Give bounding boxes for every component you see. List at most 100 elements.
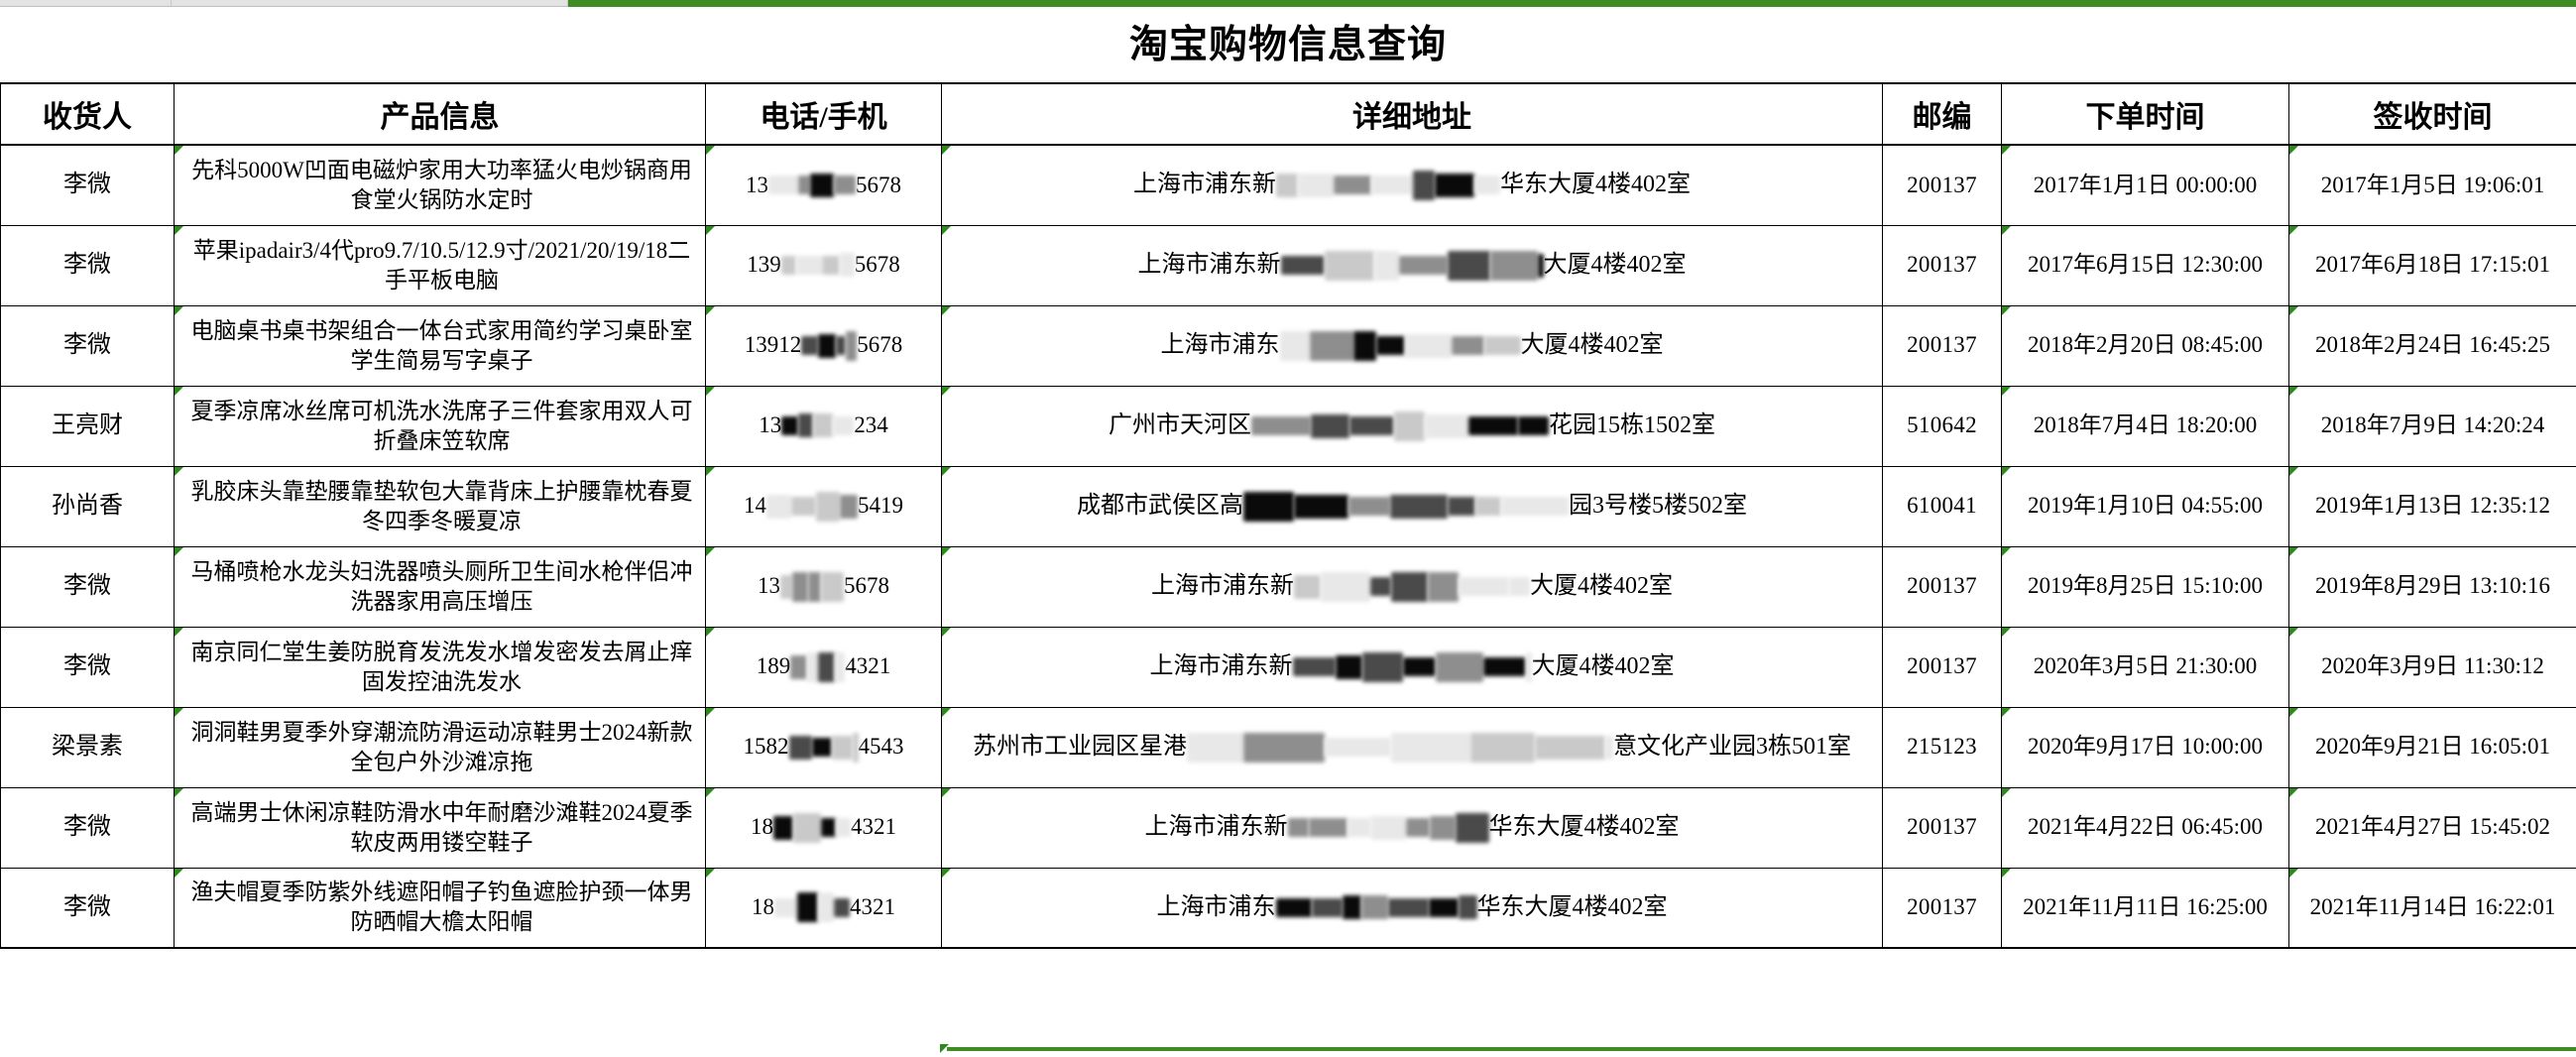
cell-product[interactable]: 洞洞鞋男夏季外穿潮流防滑运动凉鞋男士2024新款全包户外沙滩凉拖 (174, 706, 706, 788)
cell-address[interactable]: 上海市浦东新 大厦4楼402室 (941, 626, 1883, 708)
cell-product[interactable]: 马桶喷枪水龙头妇洗器喷头厕所卫生间水枪伴侣冲洗器家用高压增压 (174, 545, 706, 628)
cell-phone[interactable]: 18 4321 (705, 786, 942, 869)
receipt-time: 2018年2月24日 16:45:25 (2314, 332, 2551, 358)
cell-order-time[interactable]: 2021年4月22日 06:45:00 (2001, 786, 2289, 869)
cell-order-time[interactable]: 2017年1月1日 00:00:00 (2001, 144, 2289, 226)
cell-receipt-time[interactable]: 2017年1月5日 19:06:01 (2288, 144, 2576, 226)
receipt-time: 2020年3月9日 11:30:12 (2321, 653, 2544, 679)
cell-zip[interactable]: 200137 (1882, 786, 2002, 869)
cell-zip[interactable]: 200137 (1882, 224, 2002, 306)
cell-recipient[interactable]: 李微 (0, 626, 175, 708)
cell-order-time[interactable]: 2018年7月4日 18:20:00 (2001, 385, 2289, 467)
cell-address[interactable]: 广州市天河区 花园15栋1502室 (941, 385, 1883, 467)
error-triangle-icon (2002, 547, 2011, 556)
cell-recipient[interactable]: 梁景素 (0, 706, 175, 788)
cell-phone[interactable]: 14 5419 (705, 465, 942, 547)
cell-address[interactable]: 上海市浦东新 大厦4楼402室 (941, 545, 1883, 628)
table-row[interactable]: 李微 苹果ipadair3/4代pro9.7/10.5/12.9寸/2021/20… (0, 224, 2576, 306)
cell-zip[interactable]: 215123 (1882, 706, 2002, 788)
cell-order-time[interactable]: 2019年8月25日 15:10:00 (2001, 545, 2289, 628)
cell-product[interactable]: 渔夫帽夏季防紫外线遮阳帽子钓鱼遮脸护颈一体男防晒帽大檐太阳帽 (174, 867, 706, 949)
cell-order-time[interactable]: 2021年11月11日 16:25:00 (2001, 867, 2289, 949)
cell-receipt-time[interactable]: 2017年6月18日 17:15:01 (2288, 224, 2576, 306)
cell-address[interactable]: 苏州市工业园区星港 意文化产业园3栋501室 (941, 706, 1883, 788)
cell-product[interactable]: 苹果ipadair3/4代pro9.7/10.5/12.9寸/2021/20/1… (174, 224, 706, 306)
cell-zip[interactable]: 200137 (1882, 304, 2002, 387)
cell-product[interactable]: 先科5000W凹面电磁炉家用大功率猛火电炒锅商用食堂火锅防水定时 (174, 144, 706, 226)
header-row: 收货人 产品信息 电话/手机 详细地址 邮编 下单时间 签收时间 (0, 82, 2576, 146)
cell-zip[interactable]: 200137 (1882, 144, 2002, 226)
cell-phone[interactable]: 1582 4543 (705, 706, 942, 788)
cell-receipt-time[interactable]: 2019年1月13日 12:35:12 (2288, 465, 2576, 547)
table-row[interactable]: 李微 马桶喷枪水龙头妇洗器喷头厕所卫生间水枪伴侣冲洗器家用高压增压 13 5678 上海… (0, 545, 2576, 628)
phone-prefix: 1582 (743, 734, 789, 760)
cell-address[interactable]: 上海市浦东 华东大厦4楼402室 (941, 867, 1883, 949)
column-header-order-time[interactable]: 下单时间 (2001, 82, 2289, 146)
error-triangle-icon (2289, 628, 2298, 637)
cell-order-time[interactable]: 2018年2月20日 08:45:00 (2001, 304, 2289, 387)
cell-phone[interactable]: 13 5678 (705, 144, 942, 226)
cell-zip[interactable]: 610041 (1882, 465, 2002, 547)
address-suffix: 华东大厦4楼402室 (1476, 893, 1668, 920)
table-row[interactable]: 梁景素 洞洞鞋男夏季外穿潮流防滑运动凉鞋男士2024新款全包户外沙滩凉拖 1582 4… (0, 706, 2576, 788)
cell-receipt-time[interactable]: 2021年4月27日 15:45:02 (2288, 786, 2576, 869)
cell-receipt-time[interactable]: 2020年9月21日 16:05:01 (2288, 706, 2576, 788)
cell-phone[interactable]: 13912 5678 (705, 304, 942, 387)
cell-order-time[interactable]: 2020年3月5日 21:30:00 (2001, 626, 2289, 708)
phone-prefix: 13 (759, 412, 782, 438)
table-row[interactable]: 李微 南京同仁堂生姜防脱育发洗发水增发密发去屑止痒固发控油洗发水 189 4321 上海… (0, 626, 2576, 708)
cell-receipt-time[interactable]: 2018年7月9日 14:20:24 (2288, 385, 2576, 467)
column-header-receipt-time[interactable]: 签收时间 (2288, 82, 2576, 146)
cell-order-time[interactable]: 2017年6月15日 12:30:00 (2001, 224, 2289, 306)
cell-receipt-time[interactable]: 2020年3月9日 11:30:12 (2288, 626, 2576, 708)
cell-phone[interactable]: 13 5678 (705, 545, 942, 628)
cell-recipient[interactable]: 王亮财 (0, 385, 175, 467)
table-row[interactable]: 李微 渔夫帽夏季防紫外线遮阳帽子钓鱼遮脸护颈一体男防晒帽大檐太阳帽 18 4321 上海… (0, 867, 2576, 949)
cell-zip[interactable]: 200137 (1882, 626, 2002, 708)
table-row[interactable]: 李微 先科5000W凹面电磁炉家用大功率猛火电炒锅商用食堂火锅防水定时 13 5678… (0, 144, 2576, 226)
column-header-product[interactable]: 产品信息 (174, 82, 706, 146)
cell-product[interactable]: 高端男士休闲凉鞋防滑水中年耐磨沙滩鞋2024夏季软皮两用镂空鞋子 (174, 786, 706, 869)
column-header-recipient[interactable]: 收货人 (0, 82, 175, 146)
cell-product[interactable]: 南京同仁堂生姜防脱育发洗发水增发密发去屑止痒固发控油洗发水 (174, 626, 706, 708)
cell-address[interactable]: 上海市浦东新 华东大厦4楼402室 (941, 144, 1883, 226)
cell-recipient[interactable]: 李微 (0, 144, 175, 226)
table-row[interactable]: 王亮财 夏季凉席冰丝席可机洗水洗席子三件套家用双人可折叠床笠软席 13 234 广州市天… (0, 385, 2576, 467)
postal-code: 200137 (1907, 894, 1977, 920)
cell-address[interactable]: 成都市武侯区高 园3号楼5楼502室 (941, 465, 1883, 547)
cell-recipient[interactable]: 李微 (0, 545, 175, 628)
cell-recipient[interactable]: 孙尚香 (0, 465, 175, 547)
cell-order-time[interactable]: 2020年9月17日 10:00:00 (2001, 706, 2289, 788)
cell-recipient[interactable]: 李微 (0, 304, 175, 387)
cell-product[interactable]: 夏季凉席冰丝席可机洗水洗席子三件套家用双人可折叠床笠软席 (174, 385, 706, 467)
cell-receipt-time[interactable]: 2018年2月24日 16:45:25 (2288, 304, 2576, 387)
cell-recipient[interactable]: 李微 (0, 786, 175, 869)
error-triangle-icon (175, 146, 183, 155)
column-header-zip[interactable]: 邮编 (1882, 82, 2002, 146)
cell-phone[interactable]: 13 234 (705, 385, 942, 467)
cell-zip[interactable]: 510642 (1882, 385, 2002, 467)
order-time: 2019年1月10日 04:55:00 (2027, 493, 2264, 519)
table-row[interactable]: 孙尚香 乳胶床头靠垫腰靠垫软包大靠背床上护腰靠枕春夏冬四季冬暖夏凉 14 5419 成都… (0, 465, 2576, 547)
product-description: 夏季凉席冰丝席可机洗水洗席子三件套家用双人可折叠床笠软席 (190, 398, 693, 453)
cell-recipient[interactable]: 李微 (0, 224, 175, 306)
cell-order-time[interactable]: 2019年1月10日 04:55:00 (2001, 465, 2289, 547)
cell-address[interactable]: 上海市浦东新 大厦4楼402室 (941, 224, 1883, 306)
table-row[interactable]: 李微 电脑桌书桌书架组合一体台式家用简约学习桌卧室学生简易写字桌子 13912 567… (0, 304, 2576, 387)
cell-zip[interactable]: 200137 (1882, 867, 2002, 949)
column-header-address[interactable]: 详细地址 (941, 82, 1883, 146)
cell-receipt-time[interactable]: 2019年8月29日 13:10:16 (2288, 545, 2576, 628)
column-header-phone[interactable]: 电话/手机 (705, 82, 942, 146)
cell-address[interactable]: 上海市浦东新 华东大厦4楼402室 (941, 786, 1883, 869)
cell-product[interactable]: 乳胶床头靠垫腰靠垫软包大靠背床上护腰靠枕春夏冬四季冬暖夏凉 (174, 465, 706, 547)
cell-address[interactable]: 上海市浦东 大厦4楼402室 (941, 304, 1883, 387)
cell-recipient[interactable]: 李微 (0, 867, 175, 949)
cell-zip[interactable]: 200137 (1882, 545, 2002, 628)
cell-phone[interactable]: 18 4321 (705, 867, 942, 949)
address-suffix: 意文化产业园3栋501室 (1613, 733, 1851, 760)
cell-receipt-time[interactable]: 2021年11月14日 16:22:01 (2288, 867, 2576, 949)
cell-product[interactable]: 电脑桌书桌书架组合一体台式家用简约学习桌卧室学生简易写字桌子 (174, 304, 706, 387)
cell-phone[interactable]: 139 5678 (705, 224, 942, 306)
table-row[interactable]: 李微 高端男士休闲凉鞋防滑水中年耐磨沙滩鞋2024夏季软皮两用镂空鞋子 18 4321… (0, 786, 2576, 869)
cell-phone[interactable]: 189 4321 (705, 626, 942, 708)
